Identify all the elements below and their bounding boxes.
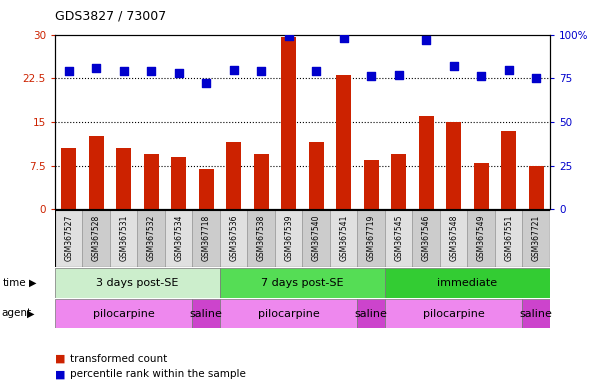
Bar: [220, 210, 247, 267]
Text: GSM367541: GSM367541: [339, 215, 348, 261]
Bar: [55, 299, 192, 328]
Text: GSM367719: GSM367719: [367, 215, 376, 261]
Text: transformed count: transformed count: [70, 354, 167, 364]
Text: saline: saline: [190, 308, 222, 319]
Bar: [254, 154, 269, 209]
Bar: [144, 154, 159, 209]
Text: GSM367528: GSM367528: [92, 215, 101, 261]
Text: ▶: ▶: [29, 278, 37, 288]
Point: [477, 73, 486, 79]
Point: [393, 72, 403, 78]
Point: [174, 70, 183, 76]
Point: [201, 80, 211, 86]
Bar: [199, 169, 214, 209]
Text: GSM367534: GSM367534: [174, 215, 183, 261]
Bar: [385, 299, 522, 328]
Bar: [247, 210, 275, 267]
Bar: [171, 157, 186, 209]
Bar: [467, 210, 495, 267]
Point: [338, 35, 348, 41]
Text: time: time: [3, 278, 27, 288]
Point: [367, 73, 376, 79]
Bar: [357, 210, 385, 267]
Text: GSM367531: GSM367531: [119, 215, 128, 261]
Bar: [330, 210, 357, 267]
Text: 7 days post-SE: 7 days post-SE: [261, 278, 344, 288]
Bar: [226, 142, 241, 209]
Bar: [529, 166, 544, 209]
Text: ■: ■: [55, 369, 65, 379]
Text: GDS3827 / 73007: GDS3827 / 73007: [55, 10, 166, 23]
Bar: [495, 210, 522, 267]
Text: GSM367540: GSM367540: [312, 215, 321, 261]
Point: [119, 68, 128, 74]
Point: [531, 75, 541, 81]
Bar: [220, 299, 357, 328]
Bar: [522, 210, 550, 267]
Text: GSM367545: GSM367545: [394, 215, 403, 261]
Point: [146, 68, 156, 74]
Point: [422, 37, 431, 43]
Bar: [446, 122, 461, 209]
Bar: [357, 299, 385, 328]
Bar: [55, 268, 220, 298]
Text: GSM367538: GSM367538: [257, 215, 266, 261]
Bar: [82, 210, 110, 267]
Text: GSM367527: GSM367527: [64, 215, 73, 261]
Point: [64, 68, 73, 74]
Bar: [281, 38, 296, 209]
Text: GSM367536: GSM367536: [229, 215, 238, 261]
Bar: [192, 210, 220, 267]
Bar: [165, 210, 192, 267]
Bar: [364, 160, 379, 209]
Bar: [385, 210, 412, 267]
Text: agent: agent: [1, 308, 31, 318]
Text: pilocarpine: pilocarpine: [423, 308, 485, 319]
Text: GSM367718: GSM367718: [202, 215, 211, 261]
Bar: [474, 163, 489, 209]
Text: 3 days post-SE: 3 days post-SE: [97, 278, 178, 288]
Bar: [110, 210, 137, 267]
Bar: [275, 210, 302, 267]
Point: [312, 68, 321, 74]
Text: saline: saline: [520, 308, 552, 319]
Text: GSM367548: GSM367548: [449, 215, 458, 261]
Point: [284, 33, 294, 40]
Text: ▶: ▶: [27, 308, 34, 318]
Text: GSM367539: GSM367539: [284, 215, 293, 261]
Text: pilocarpine: pilocarpine: [258, 308, 320, 319]
Bar: [501, 131, 516, 209]
Bar: [116, 148, 131, 209]
Text: immediate: immediate: [437, 278, 497, 288]
Point: [448, 63, 458, 69]
Bar: [419, 116, 434, 209]
Text: saline: saline: [355, 308, 387, 319]
Text: GSM367549: GSM367549: [477, 215, 486, 261]
Text: GSM367546: GSM367546: [422, 215, 431, 261]
Text: pilocarpine: pilocarpine: [93, 308, 155, 319]
Bar: [412, 210, 440, 267]
Text: percentile rank within the sample: percentile rank within the sample: [70, 369, 246, 379]
Text: GSM367532: GSM367532: [147, 215, 156, 261]
Bar: [522, 299, 550, 328]
Bar: [55, 210, 82, 267]
Bar: [137, 210, 165, 267]
Bar: [391, 154, 406, 209]
Bar: [302, 210, 330, 267]
Text: GSM367721: GSM367721: [532, 215, 541, 261]
Bar: [89, 136, 104, 209]
Point: [503, 66, 513, 73]
Bar: [440, 210, 467, 267]
Bar: [61, 148, 76, 209]
Bar: [220, 268, 385, 298]
Point: [229, 66, 238, 73]
Text: ■: ■: [55, 354, 65, 364]
Bar: [336, 75, 351, 209]
Bar: [309, 142, 324, 209]
Point: [91, 65, 101, 71]
Text: GSM367551: GSM367551: [504, 215, 513, 261]
Bar: [192, 299, 220, 328]
Bar: [385, 268, 550, 298]
Point: [257, 68, 266, 74]
